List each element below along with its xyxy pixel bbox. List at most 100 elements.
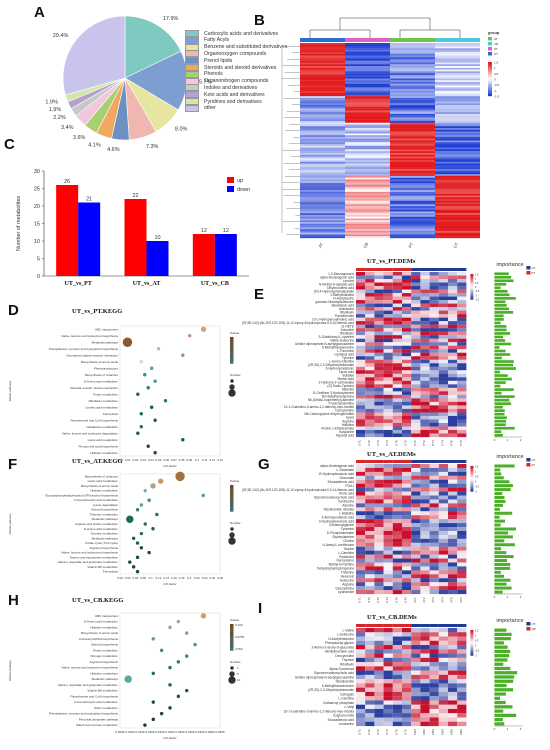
group-bar-cell — [457, 460, 467, 463]
heatmap-cell — [365, 649, 375, 654]
pvalue-colorbar-segment — [230, 359, 234, 362]
column-label: UT2 — [367, 440, 371, 446]
panel-label-a: A — [34, 4, 45, 21]
heatmap-cell — [356, 491, 366, 496]
heatmap-cell — [383, 342, 393, 346]
heatmap-cell — [392, 349, 402, 353]
importance-bar — [494, 349, 506, 353]
heatmap-cell — [438, 471, 448, 476]
heatmap-cell — [390, 82, 435, 84]
heatmap-cell — [448, 700, 458, 705]
heatmap-cell — [420, 670, 430, 675]
heatmap-cell — [374, 632, 384, 637]
heatmap-cell — [374, 704, 384, 710]
legend-swatch — [185, 30, 199, 37]
heatmap-cell — [390, 200, 435, 203]
pie-legend: Carboxylic acids and derivatives Fatty Ac… — [185, 30, 295, 115]
heatmap-cell — [457, 487, 467, 492]
heatmap-cell — [345, 94, 390, 97]
bubble — [135, 569, 140, 574]
heatmap-cell — [448, 640, 458, 646]
colorbar-segment — [470, 298, 474, 300]
column-label: PT4 — [440, 440, 444, 446]
heatmap-cell — [345, 60, 390, 63]
bar — [146, 241, 169, 276]
heatmap-cell — [435, 144, 480, 146]
bar-value-label: 10 — [154, 235, 160, 241]
pvalue-colorbar-segment — [230, 342, 234, 345]
colorbar-tick: -0.5 — [475, 290, 480, 293]
heatmap-cell — [345, 206, 390, 209]
heatmap-cell — [438, 387, 448, 392]
heatmap-cell — [402, 670, 412, 675]
heatmap-cell — [390, 170, 435, 173]
heatmap-cell — [457, 542, 467, 547]
heatmap-cell — [420, 349, 430, 353]
heatmap-cell — [457, 566, 467, 571]
heatmap-cell — [392, 670, 402, 675]
metabolite-label: Gluconate — [339, 476, 354, 480]
heatmap-cell — [420, 586, 430, 591]
x-axis-label: rich factor — [163, 736, 176, 740]
column-label: UT3 — [376, 440, 380, 446]
heatmap-cell — [374, 345, 384, 350]
heatmap-cell — [374, 530, 384, 536]
legend-swatch — [488, 37, 492, 41]
heatmap-cell — [402, 687, 412, 693]
heatmap-cell — [435, 78, 480, 81]
heatmap-cell — [435, 229, 480, 232]
heatmap-cell — [448, 562, 458, 567]
heatmap-cell — [374, 377, 384, 381]
heatmap-cell — [365, 657, 375, 663]
heatmap-cell — [365, 636, 375, 641]
x-axis-label: rich factor — [163, 582, 176, 586]
heatmap-cell — [392, 338, 402, 343]
heatmap-cell — [383, 317, 393, 322]
heatmap-cell — [448, 391, 458, 395]
heatmap-cell — [300, 105, 345, 107]
heatmap-cell — [448, 433, 458, 438]
heatmap-cell — [435, 105, 480, 107]
heatmap-cell — [383, 546, 393, 551]
heatmap-cell — [448, 373, 458, 378]
column-label: PT — [407, 241, 414, 248]
number-legend-bubble — [230, 527, 234, 531]
heatmap-cell — [429, 550, 439, 555]
heatmap-cell — [411, 349, 421, 353]
colorbar-tick: 0 — [475, 645, 477, 648]
heatmap-cell — [300, 209, 345, 212]
legend-label: up — [237, 178, 243, 184]
colorbar-segment — [470, 274, 474, 276]
heatmap-cell — [411, 636, 421, 641]
heatmap-cell — [392, 653, 402, 658]
heatmap-cell — [300, 200, 345, 203]
heatmap-cell — [448, 507, 458, 512]
heatmap-cell — [411, 475, 421, 480]
heatmap-cell — [374, 586, 384, 591]
metabolite-label: N-Acetylserine — [333, 296, 354, 300]
y-tick-label: 5 — [37, 257, 40, 263]
heatmap-cell — [345, 85, 390, 88]
heatmap-cell — [438, 632, 448, 637]
column-label: CB1 — [413, 729, 417, 735]
heatmap-cell — [457, 310, 467, 315]
metabolite-label: Uridine diphosphate-N-acetylglucosamine — [295, 675, 354, 679]
heatmap-cell — [435, 133, 480, 136]
heatmap-cell — [374, 419, 384, 424]
heatmap-cell — [402, 527, 412, 532]
heatmap-cell — [438, 272, 448, 276]
colorbar-segment — [470, 483, 474, 486]
heatmap-cell — [365, 314, 375, 318]
heatmap-cell — [300, 74, 345, 77]
heatmap-cell — [374, 721, 384, 727]
heatmap-cell — [420, 328, 430, 332]
heatmap-cell — [392, 422, 402, 427]
heatmap-cell — [383, 632, 393, 637]
heatmap-cell — [356, 487, 366, 492]
heatmap-cell — [300, 133, 345, 136]
heatmap-cell — [420, 590, 430, 595]
pathway-label: Arginine biosynthesis — [90, 546, 119, 550]
bubble — [150, 483, 156, 489]
heatmap-cell — [374, 401, 384, 406]
heatmap-cell — [365, 328, 375, 332]
